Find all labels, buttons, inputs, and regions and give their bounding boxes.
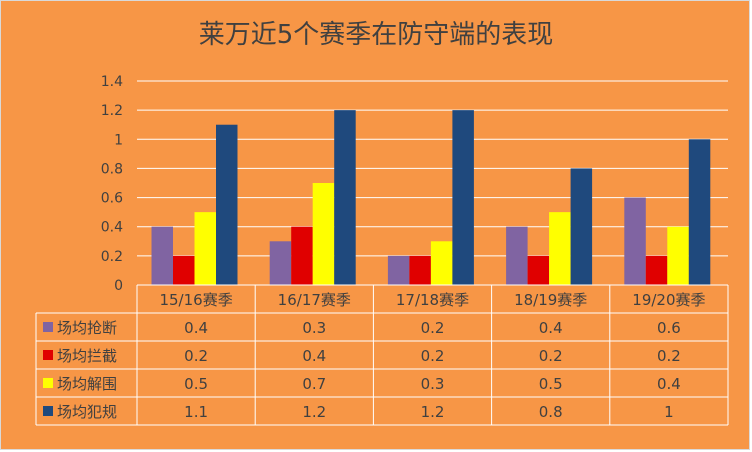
y-tick-label: 1.4 [101, 74, 123, 90]
data-label: 0.2 [539, 347, 563, 365]
x-tick-label: 16/17赛季 [278, 291, 351, 309]
bar [667, 226, 689, 285]
y-tick-label: 0.8 [101, 161, 123, 177]
data-label: 0.4 [302, 347, 326, 365]
data-label: 0.5 [184, 375, 208, 393]
data-label: 1.1 [184, 403, 208, 421]
data-label: 1 [664, 403, 674, 421]
bar [194, 212, 216, 285]
legend-label: 场均拦截 [57, 347, 117, 365]
data-label: 0.2 [657, 347, 681, 365]
bar [409, 255, 431, 285]
legend-swatch [43, 406, 53, 416]
bar [387, 255, 410, 285]
chart-title: 莱万近5个赛季在防守端的表现 [198, 20, 554, 50]
bar [688, 139, 711, 285]
data-label: 0.8 [539, 403, 563, 421]
data-label: 0.4 [539, 319, 563, 337]
y-tick-label: 1 [114, 132, 123, 148]
bar [216, 124, 238, 285]
data-label: 0.3 [421, 375, 445, 393]
data-label: 1.2 [421, 403, 445, 421]
bar [624, 197, 646, 285]
legend-label: 场均抢断 [57, 319, 117, 337]
bar [430, 241, 453, 285]
data-label: 0.5 [539, 375, 563, 393]
bar [570, 168, 593, 285]
y-tick-label: 0.4 [101, 220, 123, 236]
data-label: 0.6 [657, 319, 681, 337]
y-axis-ticks: 0 0.2 0.4 0.6 0.8 1 1.2 1.4 [101, 74, 123, 294]
legend-label: 场均解围 [57, 375, 117, 393]
data-label: 1.2 [302, 403, 326, 421]
data-label: 0.2 [421, 347, 445, 365]
bar [173, 255, 195, 285]
y-tick-label: 1.2 [101, 103, 123, 119]
bar [452, 110, 474, 286]
bar [645, 255, 668, 285]
y-tick-label: 0.6 [101, 191, 123, 207]
bar [549, 212, 571, 285]
bar [151, 226, 173, 285]
x-tick-label: 15/16赛季 [159, 291, 232, 309]
data-label: 0.2 [184, 347, 208, 365]
x-tick-label: 17/18赛季 [396, 291, 469, 309]
x-tick-label: 19/20赛季 [632, 291, 705, 309]
data-label: 0.3 [302, 319, 326, 337]
data-label: 0.4 [184, 319, 208, 337]
data-label: 0.2 [421, 319, 445, 337]
legend-label: 场均犯规 [57, 403, 117, 421]
y-tick-label: 0.2 [101, 249, 123, 265]
data-label: 0.4 [657, 375, 681, 393]
bar [312, 183, 335, 285]
bars [151, 110, 711, 286]
bar [506, 226, 528, 285]
data-label: 0.7 [302, 375, 326, 393]
legend-swatch [43, 378, 53, 388]
legend-swatch [43, 322, 53, 332]
bar [269, 241, 292, 285]
bar [334, 110, 356, 286]
y-tick-label: 0 [114, 278, 123, 294]
bar [527, 255, 550, 285]
x-tick-label: 18/19赛季 [514, 291, 587, 309]
legend-swatch [43, 350, 53, 360]
bar [291, 226, 313, 285]
